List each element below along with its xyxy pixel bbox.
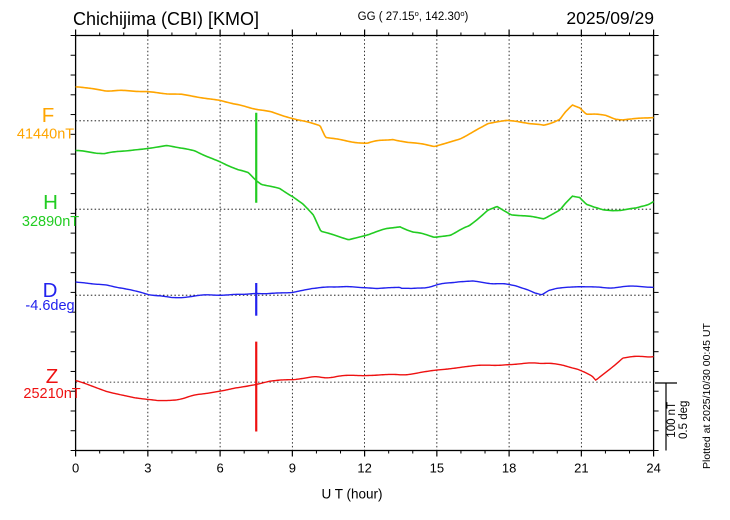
svg-text:6: 6	[216, 461, 223, 476]
svg-text:-4.6deg: -4.6deg	[25, 298, 74, 314]
svg-text:U T (hour): U T (hour)	[321, 487, 382, 502]
svg-text:0.5 deg: 0.5 deg	[678, 401, 690, 439]
svg-text:Plotted at 2025/10/30 00:45 UT: Plotted at 2025/10/30 00:45 UT	[701, 322, 713, 469]
svg-text:12: 12	[357, 461, 371, 476]
svg-text:41440nT: 41440nT	[17, 127, 74, 143]
svg-text:32890nT: 32890nT	[22, 214, 79, 230]
svg-text:21: 21	[574, 461, 588, 476]
svg-text:GG ( 27.15o, 142.30o): GG ( 27.15o, 142.30o)	[358, 9, 469, 24]
svg-text:18: 18	[502, 461, 516, 476]
svg-text:F: F	[42, 104, 55, 127]
svg-text:Z: Z	[46, 365, 59, 388]
svg-text:0: 0	[72, 461, 79, 476]
svg-text:3: 3	[144, 461, 151, 476]
svg-text:15: 15	[430, 461, 444, 476]
svg-text:Chichijima (CBI) [KMO]: Chichijima (CBI) [KMO]	[73, 9, 259, 29]
svg-text:H: H	[43, 191, 58, 214]
svg-text:9: 9	[289, 461, 296, 476]
svg-text:24: 24	[646, 461, 660, 476]
svg-text:25210nT: 25210nT	[23, 386, 80, 402]
svg-text:2025/09/29: 2025/09/29	[566, 8, 654, 28]
svg-text:100 nT: 100 nT	[666, 402, 678, 438]
